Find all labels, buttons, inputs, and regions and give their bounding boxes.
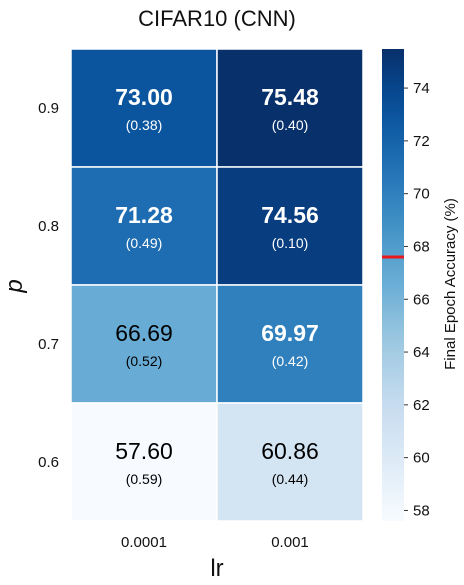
cell-std-label: (0.52) [126, 353, 163, 369]
heatmap-cell [70, 284, 218, 404]
cell-value-label: 66.69 [115, 320, 173, 346]
x-tick-labels: 0.0001 0.001 [121, 534, 309, 551]
colorbar-tick-label: 66 [413, 291, 430, 308]
x-axis-label: lr [210, 555, 223, 582]
heatmap-cell [70, 402, 218, 522]
cell-value-label: 73.00 [115, 84, 173, 110]
cell-std-label: (0.59) [126, 471, 163, 487]
cell-std-label: (0.10) [272, 235, 309, 251]
x-tick-label: 0.001 [271, 534, 309, 551]
heatmap-cell [216, 284, 364, 404]
cell-std-label: (0.42) [272, 353, 309, 369]
colorbar-tick-label: 64 [413, 344, 430, 361]
heatmap-cell [216, 48, 364, 168]
colorbar-tick-label: 72 [413, 133, 430, 150]
y-tick-label: 0.7 [38, 336, 59, 353]
y-tick-label: 0.9 [38, 100, 59, 117]
y-tick-labels: 0.9 0.8 0.7 0.6 [38, 100, 59, 471]
y-tick-label: 0.8 [38, 218, 59, 235]
colorbar-tick-label: 68 [413, 238, 430, 255]
y-tick-label: 0.6 [38, 454, 59, 471]
cell-std-label: (0.49) [126, 235, 163, 251]
cell-std-label: (0.38) [126, 117, 163, 133]
colorbar: 58 60 62 64 66 68 70 72 74 [382, 49, 430, 521]
cell-std-label: (0.40) [272, 117, 309, 133]
heatmap-cell [70, 166, 218, 286]
cell-value-label: 69.97 [261, 320, 319, 346]
heatmap-cell [216, 402, 364, 522]
colorbar-tick-label: 70 [413, 186, 430, 203]
cell-value-label: 71.28 [115, 202, 173, 228]
colorbar-tick-label: 58 [413, 502, 430, 519]
colorbar-tick-label: 62 [413, 397, 430, 414]
heatmap-cell [216, 166, 364, 286]
cell-value-label: 75.48 [261, 84, 319, 110]
colorbar-gradient [382, 49, 404, 521]
cell-value-label: 60.86 [261, 438, 319, 464]
cell-value-label: 57.60 [115, 438, 173, 464]
colorbar-label: Final Epoch Accuracy (%) [442, 198, 459, 370]
heatmap-cell [70, 48, 218, 168]
x-tick-label: 0.0001 [121, 534, 167, 551]
colorbar-tick-label: 74 [413, 80, 430, 97]
cell-std-label: (0.44) [272, 471, 309, 487]
cell-value-label: 74.56 [261, 202, 319, 228]
heatmap-cells: 73.00 (0.38) 75.48 (0.40) 71.28 (0.49) 74.56 (0… [70, 48, 364, 522]
y-axis-label: p [1, 279, 28, 293]
chart-title: CIFAR10 (CNN) [138, 6, 296, 31]
colorbar-tick-label: 60 [413, 450, 430, 467]
